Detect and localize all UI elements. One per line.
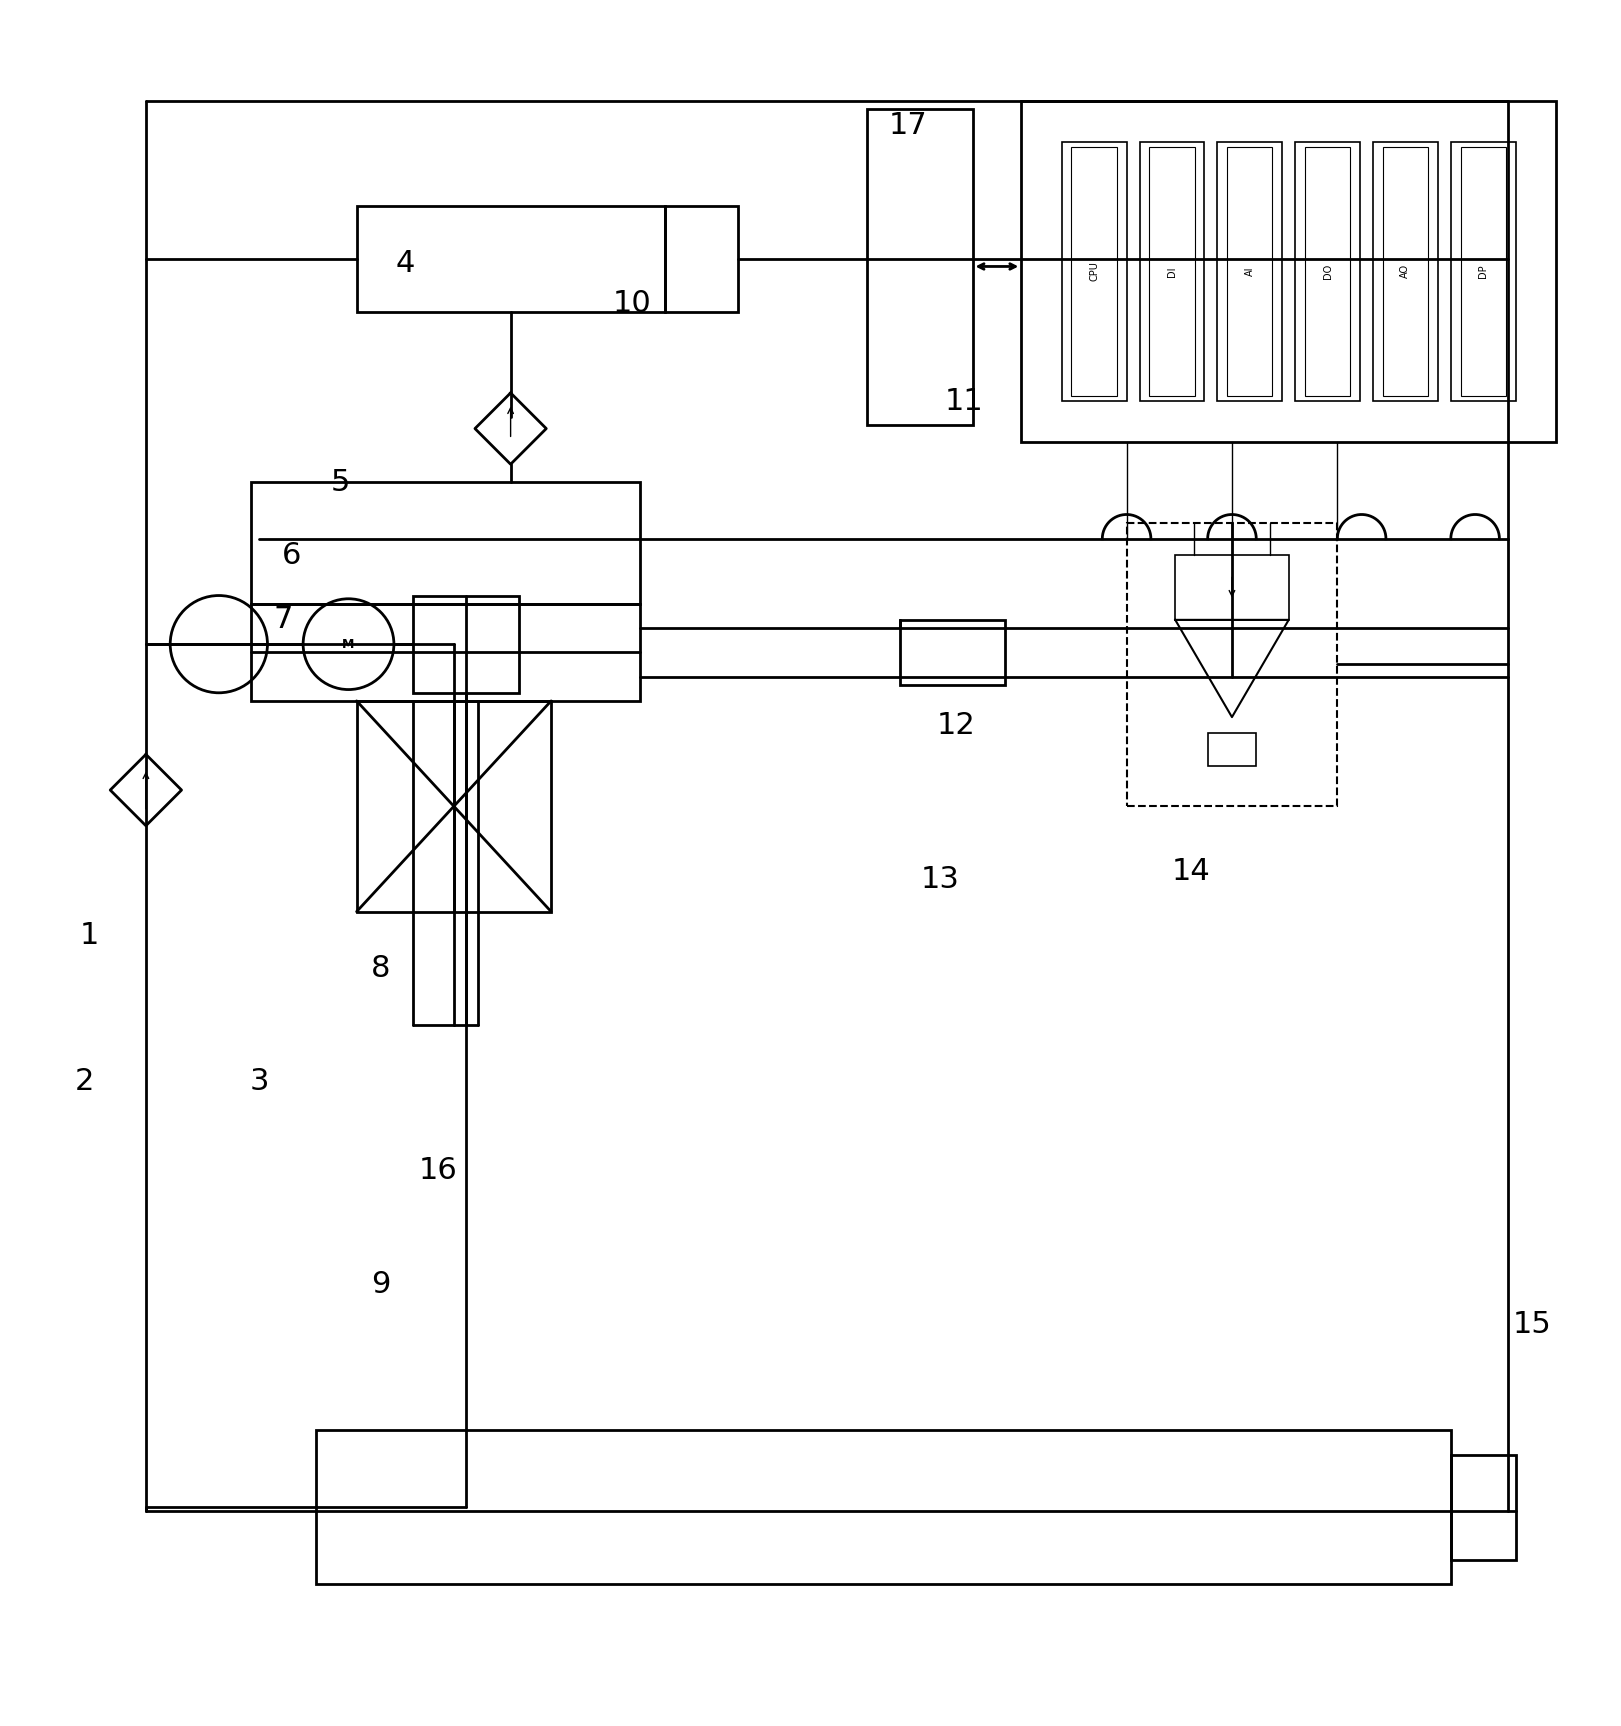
Bar [1149,147,1195,397]
Bar [665,207,738,312]
Bar [1071,147,1117,397]
Text: AO: AO [1401,264,1410,278]
Bar [1217,142,1282,400]
Text: 5: 5 [331,468,350,497]
Bar [900,620,1005,685]
Bar [1140,142,1204,400]
Text: AI: AI [1245,266,1255,276]
Bar [1175,556,1289,620]
Text: 16: 16 [418,1156,457,1186]
Text: 17: 17 [888,110,927,140]
Bar [413,595,519,692]
Bar [1451,142,1516,400]
Text: DI: DI [1167,266,1177,276]
Bar [1062,142,1127,400]
Text: 11: 11 [945,387,984,416]
Text: 1: 1 [79,922,99,951]
Text: 3: 3 [250,1067,269,1096]
Bar [1127,523,1337,806]
Text: 2: 2 [75,1067,94,1096]
Text: 7: 7 [274,606,293,635]
Text: DO: DO [1323,264,1332,280]
Text: 13: 13 [921,865,960,894]
Text: M: M [342,637,355,651]
Bar [1461,147,1506,397]
Bar [1208,734,1256,766]
Text: 4: 4 [396,249,415,278]
Bar [1305,147,1350,397]
Text: 8: 8 [371,954,391,982]
Text: 15: 15 [1512,1310,1551,1339]
Bar [867,109,973,425]
Text: CPU: CPU [1089,261,1099,281]
Text: 12: 12 [937,711,976,740]
Bar [357,207,665,312]
Text: 6: 6 [282,540,302,570]
Text: 10: 10 [613,290,652,318]
Text: 9: 9 [371,1270,391,1300]
Bar [1295,142,1360,400]
Bar [357,701,551,911]
Bar [316,1431,1451,1584]
Text: DP: DP [1478,264,1488,278]
Bar [1373,142,1438,400]
Bar [251,482,640,604]
Text: 14: 14 [1172,856,1211,885]
Bar [1451,1455,1516,1560]
Bar [1021,102,1556,442]
Bar [1383,147,1428,397]
Bar [251,604,640,701]
Bar [1227,147,1272,397]
